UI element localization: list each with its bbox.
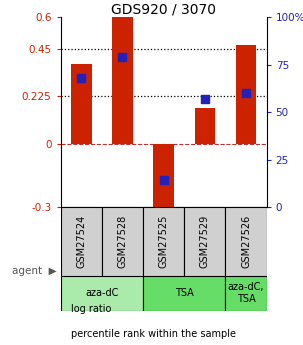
Bar (61, 276, 143, 310)
Text: TSA: TSA (175, 288, 194, 298)
Text: GSM27524: GSM27524 (76, 215, 86, 268)
Bar (102, 207, 143, 276)
Bar (143, 207, 184, 276)
Point (120, 54, 125, 60)
Bar (195, 108, 215, 144)
Text: GSM27529: GSM27529 (200, 215, 210, 268)
Bar (71, 63, 92, 144)
Point (161, 178, 166, 183)
Bar (225, 276, 267, 310)
Bar (236, 45, 256, 144)
Point (202, 96, 207, 101)
Bar (153, 144, 174, 211)
Bar (225, 207, 267, 276)
Point (244, 90, 248, 96)
Text: GSM27526: GSM27526 (241, 215, 251, 268)
Text: agent  ▶: agent ▶ (12, 266, 57, 276)
Text: aza-dC,
TSA: aza-dC, TSA (228, 283, 264, 304)
Text: aza-dC: aza-dC (85, 288, 118, 298)
Text: GSM27528: GSM27528 (117, 215, 128, 268)
Bar (61, 207, 102, 276)
Bar (184, 207, 225, 276)
Title: GDS920 / 3070: GDS920 / 3070 (111, 2, 216, 16)
Bar (143, 276, 225, 310)
Text: log ratio: log ratio (71, 305, 111, 314)
Point (79, 75, 84, 81)
Bar (112, 17, 133, 144)
Text: GSM27525: GSM27525 (158, 215, 169, 268)
Text: percentile rank within the sample: percentile rank within the sample (71, 329, 236, 338)
